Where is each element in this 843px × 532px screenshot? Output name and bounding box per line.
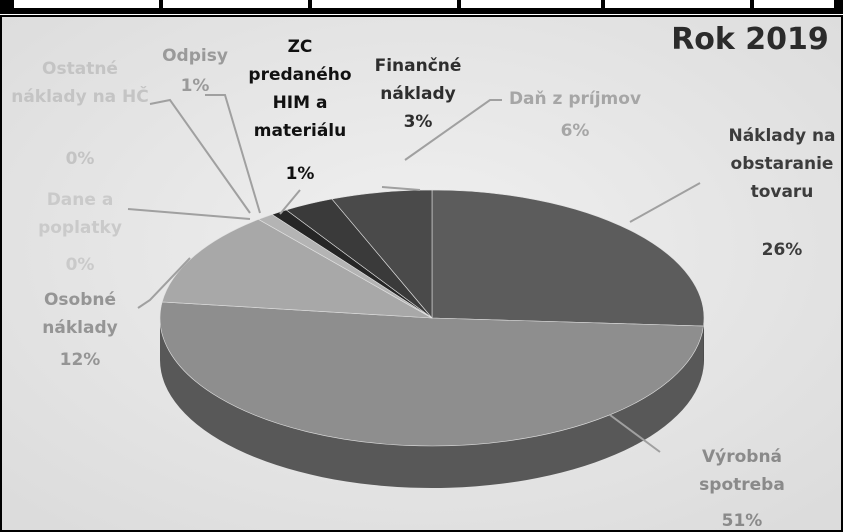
slice-label: Náklady na obstaranie tovaru [728, 126, 836, 202]
leader-line [279, 189, 301, 215]
leader-line [137, 257, 191, 309]
slice-value-label: 0% [65, 149, 95, 169]
slice-value-label: 3% [403, 112, 433, 132]
leader-line [127, 208, 251, 220]
leader-lines [127, 94, 701, 453]
top-cells [14, 0, 834, 8]
pie [159, 189, 705, 488]
slice-value-label: 6% [560, 121, 590, 141]
chart-title: Rok 2019 [671, 22, 829, 57]
slice-label: Odpisy [162, 46, 228, 66]
slice [331, 189, 433, 319]
slice-value-label: 1% [285, 164, 315, 184]
slice-value-label: 51% [721, 511, 763, 531]
leader-line [149, 98, 251, 214]
slice-value-label: 26% [761, 240, 803, 260]
slice-label: Daň z príjmov [508, 89, 642, 109]
slice-value-label: 0% [65, 255, 95, 275]
slice-label: Výrobná spotreba [699, 447, 785, 495]
slice-label: Finančné náklady [374, 56, 462, 104]
slice-label: Ostatné náklady na HČ [11, 59, 149, 107]
slice-label: Dane a poplatky [38, 190, 122, 238]
slice [159, 301, 704, 447]
slice [431, 189, 705, 327]
slice-value-label: 1% [180, 76, 210, 96]
leader-line [629, 182, 701, 223]
slice [161, 219, 433, 319]
leader-line [404, 99, 502, 161]
slice-value-label: 12% [59, 350, 101, 370]
leader-line [609, 414, 661, 453]
slice-label: Osobné náklady [42, 290, 118, 338]
slice-side [703, 318, 704, 369]
slice-side [160, 318, 704, 488]
leader-line [381, 186, 421, 191]
leader-line [205, 94, 261, 214]
slice-label: ZC predaného HIM a materiálu [248, 37, 352, 141]
